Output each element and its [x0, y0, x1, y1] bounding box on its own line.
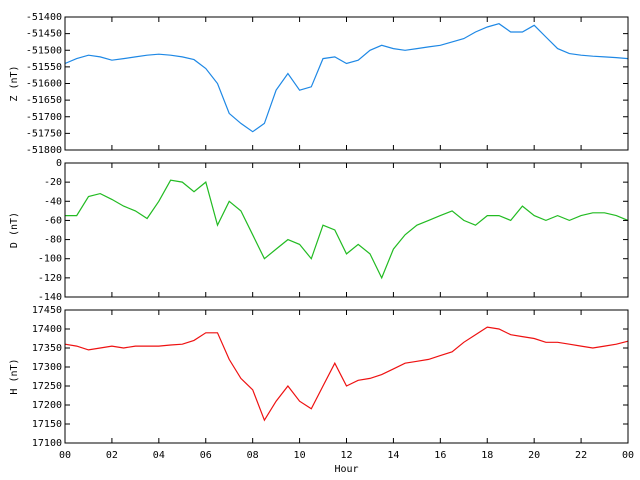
data-line	[64, 326, 629, 422]
x-tick-label: 16	[434, 450, 446, 461]
x-tick-label: 18	[481, 450, 493, 461]
y-tick-label: 0	[56, 158, 62, 169]
data-line	[65, 179, 629, 280]
y-tick-label: -120	[38, 273, 62, 284]
x-tick-label: 12	[340, 450, 352, 461]
y-tick-label: -51800	[26, 145, 62, 156]
y-tick-label: 17100	[32, 438, 62, 449]
plot-frame	[64, 16, 629, 151]
y-tick-label: -51400	[26, 12, 62, 23]
y-tick-label: -51500	[26, 45, 62, 56]
y-axis-label: H (nT)	[9, 358, 20, 394]
x-tick-label: 22	[575, 450, 587, 461]
x-tick-label: 00	[622, 450, 634, 461]
y-tick-label: 17300	[32, 362, 62, 373]
x-tick-label: 20	[528, 450, 540, 461]
y-tick-label: -100	[38, 254, 62, 265]
y-axis-label: Z (nT)	[9, 65, 20, 101]
x-tick-label: 04	[153, 450, 165, 461]
x-tick-label: 10	[294, 450, 306, 461]
y-tick-label: -60	[44, 215, 62, 226]
x-axis-label: Hour	[334, 464, 358, 475]
y-axis-label: D (nT)	[9, 212, 20, 248]
y-tick-label: -51700	[26, 112, 62, 123]
x-tick-label: 06	[200, 450, 212, 461]
x-tick-label: 14	[387, 450, 399, 461]
x-tick-label: 00	[59, 450, 71, 461]
plot-frame	[64, 162, 629, 298]
y-tick-label: 17150	[32, 419, 62, 430]
y-tick-label: 17200	[32, 400, 62, 411]
y-tick-label: -140	[38, 292, 62, 303]
x-tick-label: 08	[247, 450, 259, 461]
y-tick-label: -51450	[26, 29, 62, 40]
y-tick-label: 17400	[32, 324, 62, 335]
plot-frame	[64, 309, 629, 444]
y-tick-label: -20	[44, 177, 62, 188]
x-tick-label: 02	[106, 450, 118, 461]
y-tick-label: -51650	[26, 95, 62, 106]
y-tick-label: 17350	[32, 343, 62, 354]
data-line	[64, 23, 629, 133]
y-tick-label: 17250	[32, 381, 62, 392]
y-tick-label: -51750	[26, 128, 62, 139]
y-tick-label: -80	[44, 235, 62, 246]
y-tick-label: -51600	[26, 79, 62, 90]
y-tick-label: -40	[44, 196, 62, 207]
y-tick-label: 17450	[32, 305, 62, 316]
y-tick-label: -51550	[26, 62, 62, 73]
